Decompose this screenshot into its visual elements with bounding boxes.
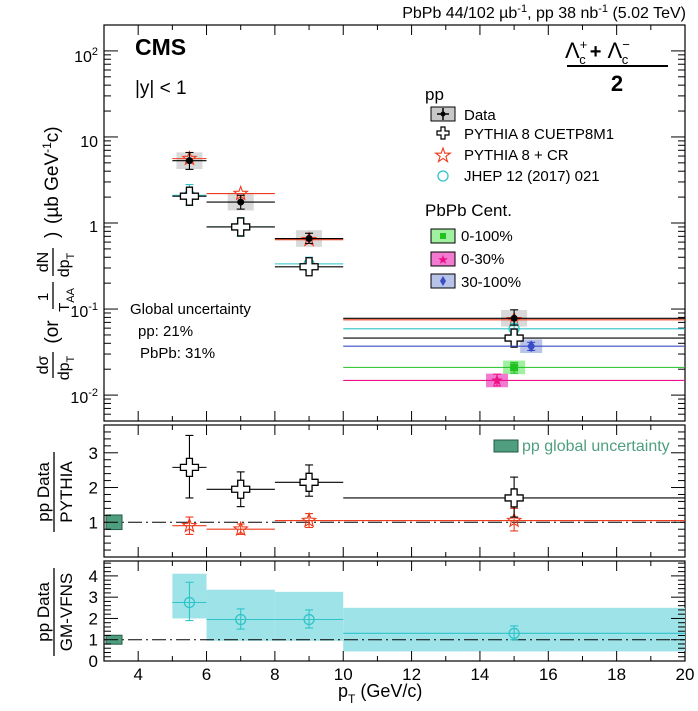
bot-y-tick-label: 0 [89,652,98,671]
legend-pbpb: PbPb Cent. 0-100% 0-30% 30-100% [425,201,521,291]
cms-label: CMS [135,34,186,60]
marker-open-star [506,511,523,528]
x-tick-label: 18 [607,665,626,684]
svg-text:(or: (or [42,320,63,344]
x-tick-label: 16 [539,665,558,684]
svg-text:dpT: dpT [56,252,77,277]
svg-text:pp: pp [425,85,444,104]
svg-text:10-2: 10-2 [70,387,98,407]
marker-open-cross [299,257,319,277]
svg-text:10: 10 [80,134,98,151]
marker-dot [185,157,193,165]
svg-text:pp global uncertainty: pp global uncertainty [522,438,670,455]
svg-text:GM-VFNS: GM-VFNS [57,573,76,651]
svg-text:PbPb Cent.: PbPb Cent. [425,201,512,220]
mid-y-tick-label: 2 [89,479,98,498]
x-tick-label: 12 [402,665,421,684]
legend-entry-0-30: 0-30% [461,251,504,268]
marker-open-circle [303,613,315,626]
rapidity-label: |y| < 1 [135,78,187,99]
mid-y-tick-label: 3 [89,444,98,463]
svg-text:TAA: TAA [56,287,77,312]
bot-y-tick-label: 3 [89,588,98,607]
marker-diamond [527,340,536,353]
x-tick-label: 4 [133,665,142,684]
ratio-legend: pp global uncertainty [493,438,670,455]
x-axis-label: pT (GeV/c) [338,681,422,706]
svg-text:1: 1 [35,293,52,301]
marker-open-star [232,520,249,537]
marker-dot [237,198,245,206]
svg-text:Λ+c+Λ−c: Λ+ c + Λ− c [565,37,630,67]
x-tick-label: 6 [202,665,211,684]
bot-y-tick-label: 1 [89,631,98,650]
svg-text:10-1: 10-1 [70,301,98,321]
marker-square [510,363,519,372]
legend-entry-data: Data [464,107,496,124]
middle-y-axis-label: pp Data PYTHIA [34,452,76,532]
legend-entry-cr: PYTHIA 8 + CR [464,147,569,164]
svg-text:PYTHIA: PYTHIA [57,461,76,523]
x-tick-label: 8 [270,665,279,684]
bottom-y-axis-label: pp Data GM-VFNS [34,568,76,656]
marker-open-circle [235,613,247,626]
marker-open-star [300,511,318,528]
legend-entry-jhep: JHEP 12 (2017) 021 [464,168,600,185]
top-y-axis-label: dσ dpT (or 1 TAA dN dpT ) (µb GeV-1c) [35,126,77,380]
marker-dot [305,235,313,243]
marker-open-cross [231,479,251,499]
bot-y-tick-label: 2 [89,609,98,628]
marker-open-cross [179,457,200,478]
marker-open-cross [299,472,319,492]
global-uncertainty-title: Global uncertainty [130,301,251,318]
mid-y-tick-label: 1 [89,513,98,532]
svg-text:dσ: dσ [35,355,52,374]
global-uncertainty-pp: pp: 21% [138,323,193,340]
marker-open-circle [183,596,196,609]
svg-text:pp Data: pp Data [34,582,53,642]
svg-text:2: 2 [611,71,623,96]
svg-text:(µb GeV-1c): (µb GeV-1c) [40,126,63,224]
x-tick-label: 20 [676,665,695,684]
x-tick-label: 14 [470,665,489,684]
legend-pp: pp Data PYTHIA 8 CUETP8M1 PYTHIA 8 + CR … [425,85,614,185]
top-y-tick-labels: 10-2 10-1 1 10 102 [70,46,98,407]
x-tick-label: 10 [334,665,353,684]
marker-dot [510,314,518,322]
svg-text:1: 1 [89,219,98,236]
marker-open-cross [231,217,251,237]
marker-star [491,374,503,386]
middle-panel-frame [103,424,686,558]
svg-text:pp Data: pp Data [34,462,53,522]
svg-text:dN: dN [35,252,52,272]
legend-entry-cuetp8m1: PYTHIA 8 CUETP8M1 [464,126,614,143]
svg-text:102: 102 [74,46,98,66]
marker-open-cross [504,488,524,508]
marker-open-star [181,517,198,533]
bot-y-tick-label: 4 [89,567,98,586]
marker-open-circle [508,627,520,639]
svg-text:dpT: dpT [56,355,77,380]
marker-open-cross [504,328,524,348]
particle-label: Λ+ c + Λ− c 2 [565,37,668,96]
legend-entry-0-100: 0-100% [461,228,513,245]
luminosity-header: PbPb 44/102 µb-1, pp 38 nb-1 (5.02 TeV) [402,3,686,22]
legend-entry-30-100: 30-100% [461,274,521,291]
svg-text:): ) [42,232,63,238]
marker-open-cross [179,186,200,206]
global-uncertainty-pbpb: PbPb: 31% [140,345,215,362]
